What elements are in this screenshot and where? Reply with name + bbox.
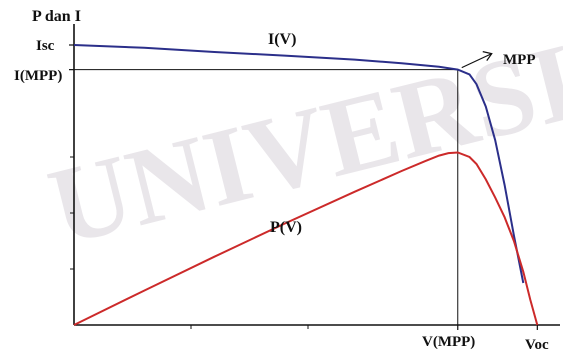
y-axis-label: P dan I [32, 8, 81, 25]
y-tick-label-isc: Isc [36, 38, 55, 54]
y-tick-label-impp: I(MPP) [14, 68, 62, 84]
series-line-pv [73, 151, 539, 326]
series-line-iv [73, 44, 525, 284]
x-ticks [190, 325, 538, 330]
y-ticks [69, 44, 74, 270]
x-tick-label-voc: Voc [525, 337, 549, 350]
mpp-annotation: MPP [503, 52, 535, 68]
x-tick-label-vmpp: V(MPP) [422, 334, 475, 350]
series-label-pv: P(V) [270, 219, 302, 236]
series-label-iv: I(V) [268, 31, 296, 48]
mpp-arrow [461, 51, 493, 69]
